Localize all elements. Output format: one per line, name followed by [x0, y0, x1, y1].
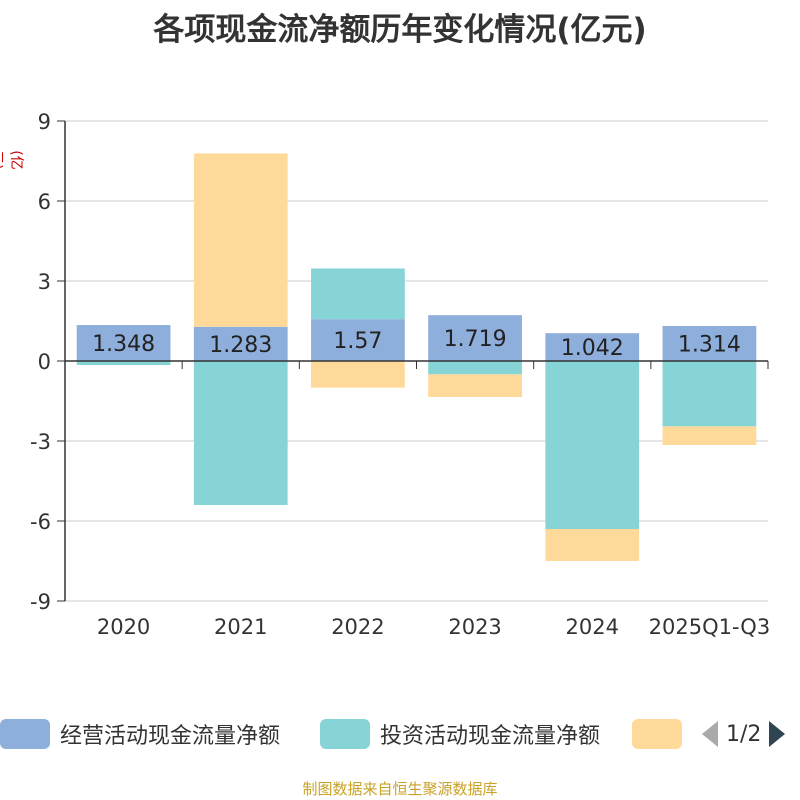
- legend-pager: 1/2: [700, 716, 800, 752]
- x-tick-label: 2024: [566, 615, 619, 639]
- chart-title: 各项现金流净额历年变化情况(亿元): [153, 12, 647, 48]
- y-tick-label: 3: [38, 270, 51, 294]
- data-label: 1.57: [333, 329, 382, 354]
- x-tick-label: 2023: [448, 615, 501, 639]
- legend-item-operating[interactable]: 经营活动现金流量净额: [0, 716, 280, 752]
- bar-series0-2022: [311, 319, 405, 361]
- bar-series2-2023: [428, 374, 522, 397]
- bar-series1-2024: [545, 361, 640, 529]
- legend-item-financing[interactable]: [632, 716, 682, 752]
- bar-series1-2022: [311, 268, 405, 320]
- bar-series2-2024: [545, 529, 640, 561]
- x-tick-label: 2022: [331, 615, 384, 639]
- bar-series0-2024: [545, 333, 640, 361]
- legend-label-operating: 经营活动现金流量净额: [60, 724, 281, 749]
- bar-series2-2022: [311, 361, 405, 388]
- legend-next-page-icon[interactable]: [767, 719, 787, 749]
- x-tick-label: 2025Q1-Q3: [649, 615, 771, 639]
- y-tick-label: -3: [30, 430, 51, 454]
- data-label: 1.314: [678, 332, 741, 357]
- y-tick-label: -6: [30, 510, 51, 534]
- bar-series2-2025Q1-Q3: [662, 426, 757, 445]
- stacked-bar-chart: 9 6 3 0 -3 -6 -9 2020 2021 2022 2023 2024 2025Q1-Q3 1…: [30, 110, 771, 639]
- x-tick-label: 2020: [97, 615, 150, 639]
- data-label: 1.283: [209, 333, 272, 358]
- legend-swatch-operating: [0, 719, 50, 749]
- chart-legend: 经营活动现金流量净额 投资活动现金流量净额: [0, 716, 800, 752]
- legend-page-indicator: 1/2: [726, 721, 762, 747]
- data-label: 1.719: [444, 327, 507, 352]
- y-tick-label: 0: [38, 350, 51, 374]
- y-tick-label: -9: [30, 590, 51, 614]
- y-tick-label: 9: [38, 110, 51, 134]
- y-tick-label: 6: [38, 190, 51, 214]
- bar-series0-2020: [76, 325, 171, 361]
- x-tick-label: 2021: [214, 615, 267, 639]
- bar-series1-2025Q1-Q3: [662, 361, 757, 427]
- data-label: 1.348: [92, 332, 155, 357]
- bar-series1-2023: [428, 361, 522, 375]
- legend-label-investing: 投资活动现金流量净额: [380, 724, 601, 749]
- bar-series0-2023: [428, 315, 522, 361]
- data-source-note: 制图数据来自恒生聚源数据库: [302, 780, 498, 798]
- bar-series1-2021: [193, 361, 288, 505]
- data-label: 1.042: [561, 336, 624, 361]
- bar-series1-2020: [76, 361, 171, 365]
- bar-series0-2021: [193, 326, 288, 361]
- legend-swatch-investing: [320, 719, 370, 749]
- legend-swatch-financing: [632, 719, 682, 749]
- bar-series0-2025Q1-Q3: [662, 325, 757, 361]
- legend-prev-page-icon[interactable]: [700, 719, 720, 749]
- bar-series2-2021: [193, 153, 288, 327]
- legend-item-investing[interactable]: 投资活动现金流量净额: [320, 716, 600, 752]
